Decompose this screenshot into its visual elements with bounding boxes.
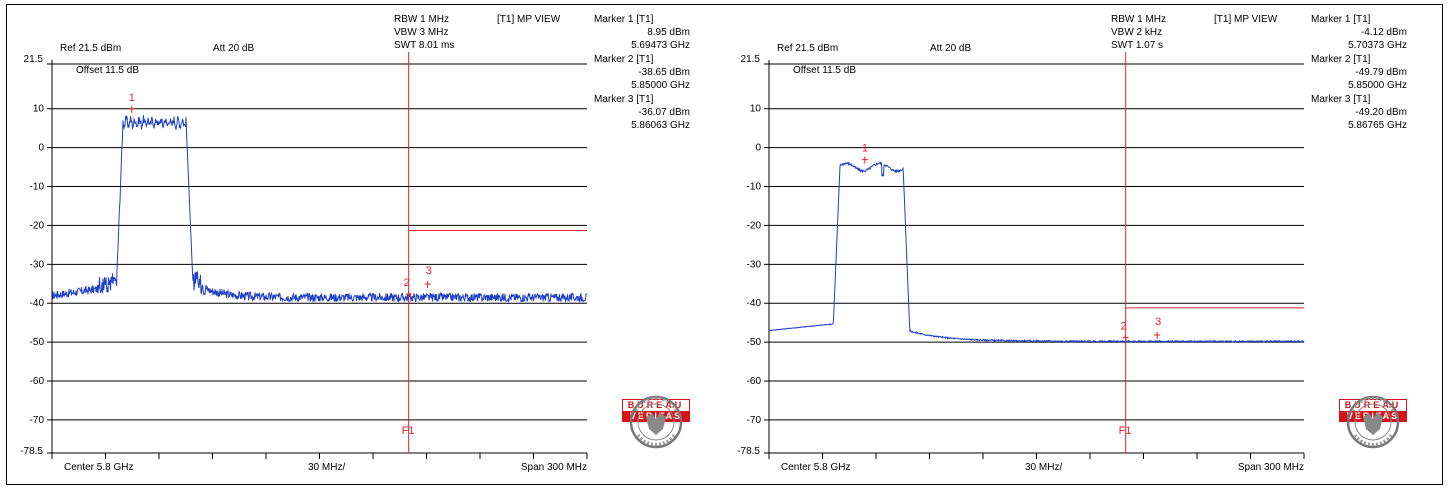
rbw-label: RBW 1 MHz <box>394 14 449 25</box>
attenuation-label: Att 20 dB <box>930 43 972 54</box>
marker-number: 1 <box>129 92 135 104</box>
spectrum-plot: 10 0 -10 -20 -30 -40 -50 -60 -70 F1 1 2 3 <box>30 52 588 459</box>
y-bottom-label: -78.5 <box>737 446 760 457</box>
marker-readout-frequency: 5.69473 GHz <box>631 40 690 51</box>
marker-symbol <box>128 105 135 113</box>
bureau-veritas-logo: BUREAU VERITAS <box>1339 395 1407 449</box>
spectrum-panel-left: Ref 21.5 dBm Att 20 dB RBW 1 MHz VBW 3 MHz S… <box>0 0 718 491</box>
marker-readout-frequency: 5.86063 GHz <box>631 120 690 131</box>
spectrum-panel-right: Ref 21.5 dBm Att 20 dB RBW 1 MHz VBW 2 kHz S… <box>717 0 1435 491</box>
marker-number: 1 <box>862 143 868 155</box>
marker-symbol <box>861 156 868 164</box>
division-label: 30 MHz/ <box>308 462 346 473</box>
marker-readout-title: Marker 2 [T1] <box>594 54 654 65</box>
marker-number: 3 <box>426 265 432 277</box>
y-tick-label: -30 <box>747 259 762 270</box>
y-tick-label: 0 <box>755 143 761 154</box>
marker-number: 2 <box>1121 320 1127 332</box>
marker-readout-title: Marker 3 [T1] <box>1311 94 1371 105</box>
y-tick-label: -60 <box>747 376 762 387</box>
ref-level-label: Ref 21.5 dBm <box>60 43 122 54</box>
y-tick-label: 10 <box>33 104 45 115</box>
rbw-label: RBW 1 MHz <box>1111 14 1166 25</box>
y-tick-label: -40 <box>30 298 45 309</box>
y-tick-label: -10 <box>747 182 762 193</box>
span-label: Span 300 MHz <box>520 462 587 473</box>
marker-readout-value: -49.79 dBm <box>1355 67 1407 78</box>
attenuation-label: Att 20 dB <box>213 43 255 54</box>
center-frequency-label: Center 5.8 GHz <box>781 462 851 473</box>
y-tick-label: -40 <box>747 298 762 309</box>
marker-readout-value: -4.12 dBm <box>1360 27 1407 38</box>
view-label: [T1] MP VIEW <box>1214 14 1278 25</box>
marker-symbol <box>1122 334 1129 342</box>
y-tick-label: -70 <box>30 415 45 426</box>
marker-readout-value: -38.65 dBm <box>638 67 690 78</box>
ref-level-label: Ref 21.5 dBm <box>777 43 839 54</box>
y-tick-label: -50 <box>30 337 45 348</box>
spectrum-trace <box>51 114 588 304</box>
y-tick-label: 10 <box>750 104 762 115</box>
offset-label: Offset 11.5 dB <box>76 65 140 76</box>
marker-number: 2 <box>404 277 410 289</box>
y-tick-label: -20 <box>30 220 45 231</box>
marker-readout-frequency: 5.70373 GHz <box>1348 40 1407 51</box>
marker-readout-title: Marker 1 [T1] <box>1311 14 1371 25</box>
marker-readout-frequency: 5.85000 GHz <box>631 80 690 91</box>
y-tick-label: -10 <box>30 182 45 193</box>
bureau-veritas-seal-icon <box>629 395 683 449</box>
swt-label: SWT 8.01 ms <box>394 40 455 51</box>
marker-symbol <box>1154 332 1161 340</box>
marker-readout-value: 8.95 dBm <box>647 27 690 38</box>
y-top-label: 21.5 <box>740 54 760 65</box>
y-tick-label: -30 <box>30 259 45 270</box>
swt-label: SWT 1.07 s <box>1111 40 1164 51</box>
marker-readout-frequency: 5.86765 GHz <box>1348 120 1407 131</box>
spectrum-trace <box>768 161 1305 344</box>
logo-text-veritas: VERITAS <box>622 411 690 422</box>
y-top-label: 21.5 <box>23 54 43 65</box>
spectrum-plot: 10 0 -10 -20 -30 -40 -50 -60 -70 F1 1 2 3 <box>747 52 1305 459</box>
marker-readout-title: Marker 3 [T1] <box>594 94 654 105</box>
center-frequency-label: Center 5.8 GHz <box>64 462 134 473</box>
bureau-veritas-seal-icon <box>1346 395 1400 449</box>
marker-readout-title: Marker 2 [T1] <box>1311 54 1371 65</box>
bureau-veritas-logo: BUREAU VERITAS <box>622 395 690 449</box>
marker-readout-value: -49.20 dBm <box>1355 107 1407 118</box>
marker-symbol <box>424 280 431 288</box>
division-label: 30 MHz/ <box>1025 462 1063 473</box>
y-bottom-label: -78.5 <box>20 446 43 457</box>
y-tick-label: 0 <box>38 143 44 154</box>
y-tick-label: -20 <box>747 220 762 231</box>
y-tick-label: -60 <box>30 376 45 387</box>
marker-symbol <box>405 290 412 298</box>
vbw-label: VBW 2 kHz <box>1111 27 1163 38</box>
f1-label: F1 <box>1119 425 1132 437</box>
span-label: Span 300 MHz <box>1237 462 1304 473</box>
marker-readout-title: Marker 1 [T1] <box>594 14 654 25</box>
view-label: [T1] MP VIEW <box>497 14 561 25</box>
marker-readout-frequency: 5.85000 GHz <box>1348 80 1407 91</box>
y-tick-label: -50 <box>747 337 762 348</box>
marker-readout-value: -36.07 dBm <box>638 107 690 118</box>
logo-text-veritas: VERITAS <box>1339 411 1407 422</box>
offset-label: Offset 11.5 dB <box>793 65 857 76</box>
marker-number: 3 <box>1155 316 1161 328</box>
y-tick-label: -70 <box>747 415 762 426</box>
vbw-label: VBW 3 MHz <box>394 27 449 38</box>
f1-label: F1 <box>402 425 415 437</box>
screenshot-frame <box>6 4 1443 485</box>
